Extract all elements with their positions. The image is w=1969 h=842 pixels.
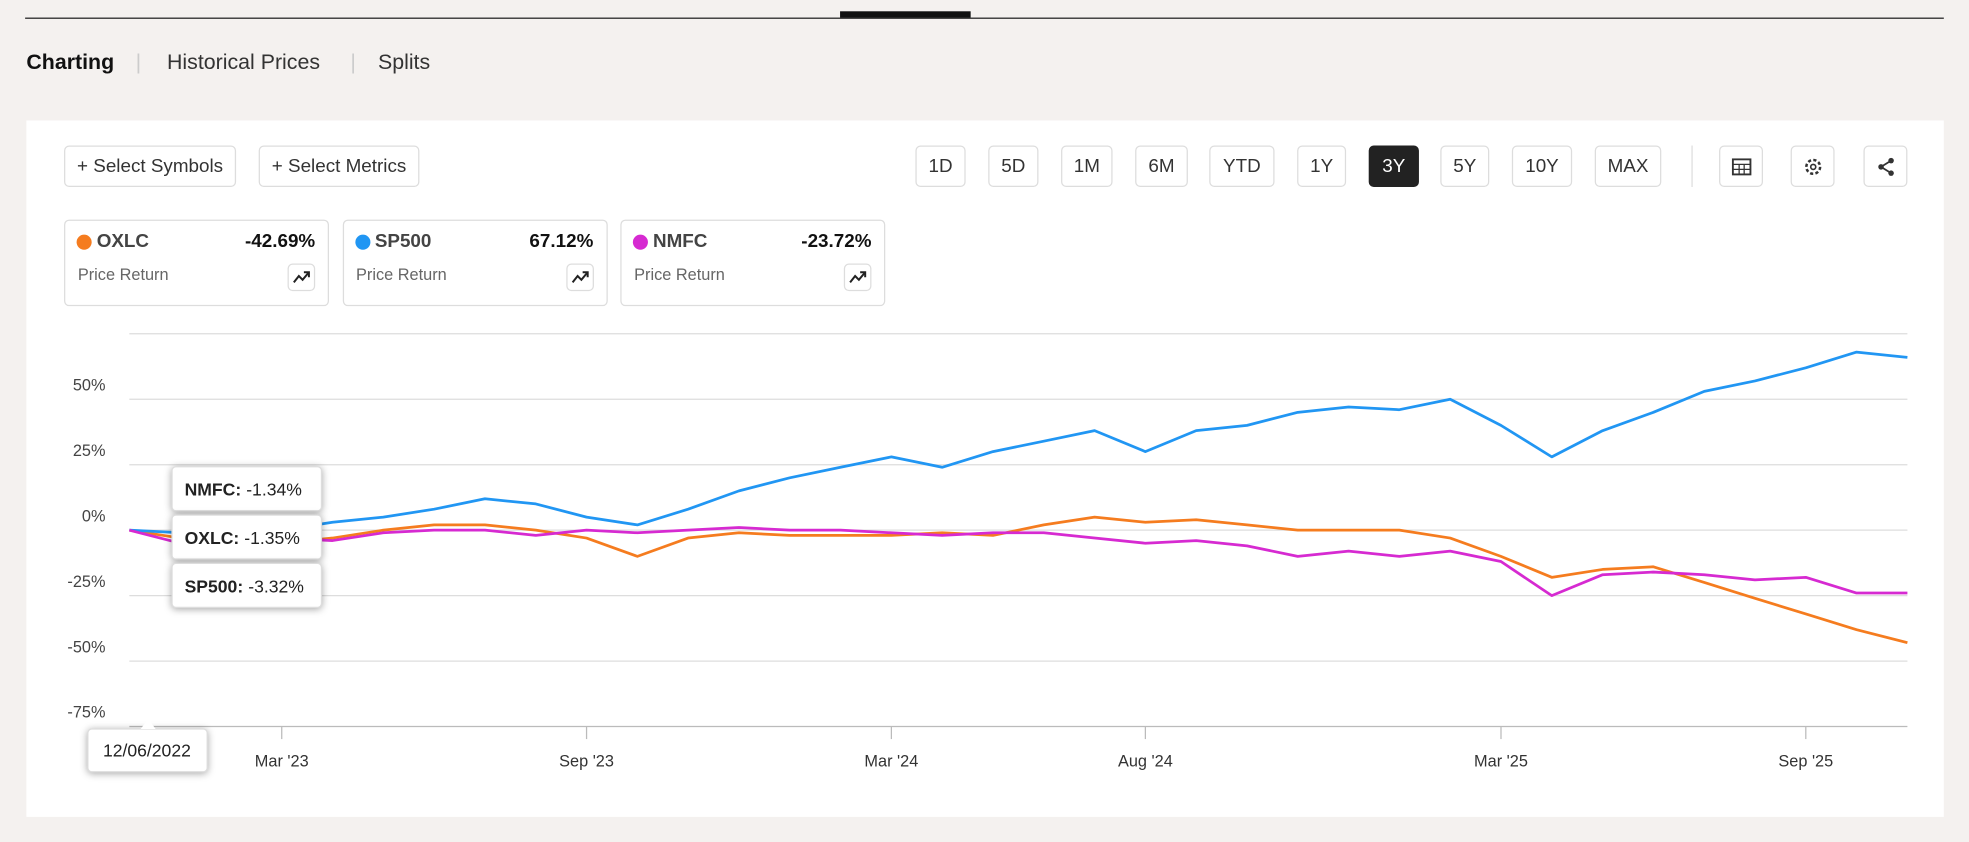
tooltip-value: -1.35% <box>244 528 300 548</box>
trend-icon[interactable] <box>287 263 316 292</box>
y-tick-label: -50% <box>67 638 105 656</box>
change-value: 67.12% <box>529 230 594 253</box>
symbol-card[interactable]: OXLC -42.69% Price Return <box>64 219 329 307</box>
x-tick-label: Sep '25 <box>1778 753 1833 771</box>
icon <box>849 271 867 283</box>
change-value: -42.69% <box>245 230 316 253</box>
series-dot <box>354 234 370 250</box>
x-tick-label: Mar '24 <box>864 753 918 771</box>
icon <box>571 271 589 283</box>
range-button[interactable]: 1Y <box>1297 145 1347 187</box>
metric-name: Price Return <box>634 264 725 284</box>
tooltip-item: NMFC: -1.34% <box>185 480 302 500</box>
series-line <box>128 526 1908 598</box>
tooltip-box <box>171 562 323 608</box>
tooltip-item: OXLC: -1.35% <box>185 528 300 548</box>
tooltip-box <box>171 466 323 512</box>
tooltip-value: -3.32% <box>248 576 304 596</box>
y-tick-label: 0% <box>82 507 106 525</box>
range-button[interactable]: 6M <box>1135 145 1188 187</box>
x-tick-label: Mar '25 <box>1474 753 1528 771</box>
trend-icon[interactable] <box>843 263 872 292</box>
tooltip-item: SP500: -3.32% <box>185 576 304 596</box>
range-button[interactable]: 1M <box>1061 145 1113 187</box>
metric-name: Price Return <box>355 264 447 284</box>
tab[interactable]: Historical Prices <box>167 50 321 75</box>
range-button[interactable]: 10Y <box>1511 145 1573 187</box>
y-tick-label: -25% <box>67 573 105 591</box>
icon <box>1731 157 1751 175</box>
series-dot <box>632 234 648 250</box>
range-button[interactable]: 5Y <box>1440 145 1490 187</box>
top-indicator <box>840 11 971 18</box>
settings-icon[interactable] <box>1790 145 1835 187</box>
tooltip-label: OXLC: <box>185 528 240 548</box>
tooltip-box <box>171 514 323 560</box>
separator: | <box>350 50 356 75</box>
range-button[interactable]: 1D <box>915 145 966 187</box>
x-tick-label: Aug '24 <box>1118 753 1173 771</box>
divider <box>1691 145 1693 187</box>
tab[interactable]: Charting <box>26 50 115 75</box>
table-icon[interactable] <box>1719 145 1764 187</box>
y-tick-label: -75% <box>67 704 105 722</box>
tooltip-label: SP500: <box>185 576 244 596</box>
icon <box>1877 157 1894 176</box>
range-button[interactable]: MAX <box>1594 145 1662 187</box>
symbol-name: NMFC <box>652 230 708 253</box>
metric-name: Price Return <box>77 264 169 284</box>
series-dot <box>76 234 92 250</box>
symbol-card[interactable]: SP500 67.12% Price Return <box>342 219 608 307</box>
y-tick-label: 25% <box>73 442 106 460</box>
y-tick-label: 50% <box>73 376 106 394</box>
share-icon[interactable] <box>1863 145 1908 187</box>
symbol-card[interactable]: NMFC -23.72% Price Return <box>620 219 886 307</box>
tooltip-pointer <box>140 719 156 730</box>
select-symbols[interactable]: + Select Symbols <box>64 145 237 187</box>
x-tick-label: Sep '23 <box>559 753 614 771</box>
top-rule <box>25 17 1944 19</box>
change-value: -23.72% <box>801 230 872 253</box>
tab[interactable]: Splits <box>377 50 431 75</box>
select-metrics[interactable]: + Select Metrics <box>258 145 420 187</box>
tooltip-date: 12/06/2022 <box>103 741 191 761</box>
series-line <box>129 515 1908 645</box>
trend-icon[interactable] <box>565 263 594 292</box>
symbol-name: OXLC <box>96 230 150 253</box>
range-button[interactable]: 3Y <box>1368 145 1419 187</box>
series-line <box>129 350 1908 535</box>
tooltip-label: NMFC: <box>185 480 242 500</box>
icon <box>1804 158 1821 175</box>
symbol-name: SP500 <box>374 230 432 253</box>
separator: | <box>135 50 142 75</box>
tooltip-value: -1.34% <box>246 480 302 500</box>
x-tick-label: Mar '23 <box>255 753 309 771</box>
icon <box>293 271 310 283</box>
range-button[interactable]: YTD <box>1209 145 1275 187</box>
range-button[interactable]: 5D <box>988 145 1039 187</box>
